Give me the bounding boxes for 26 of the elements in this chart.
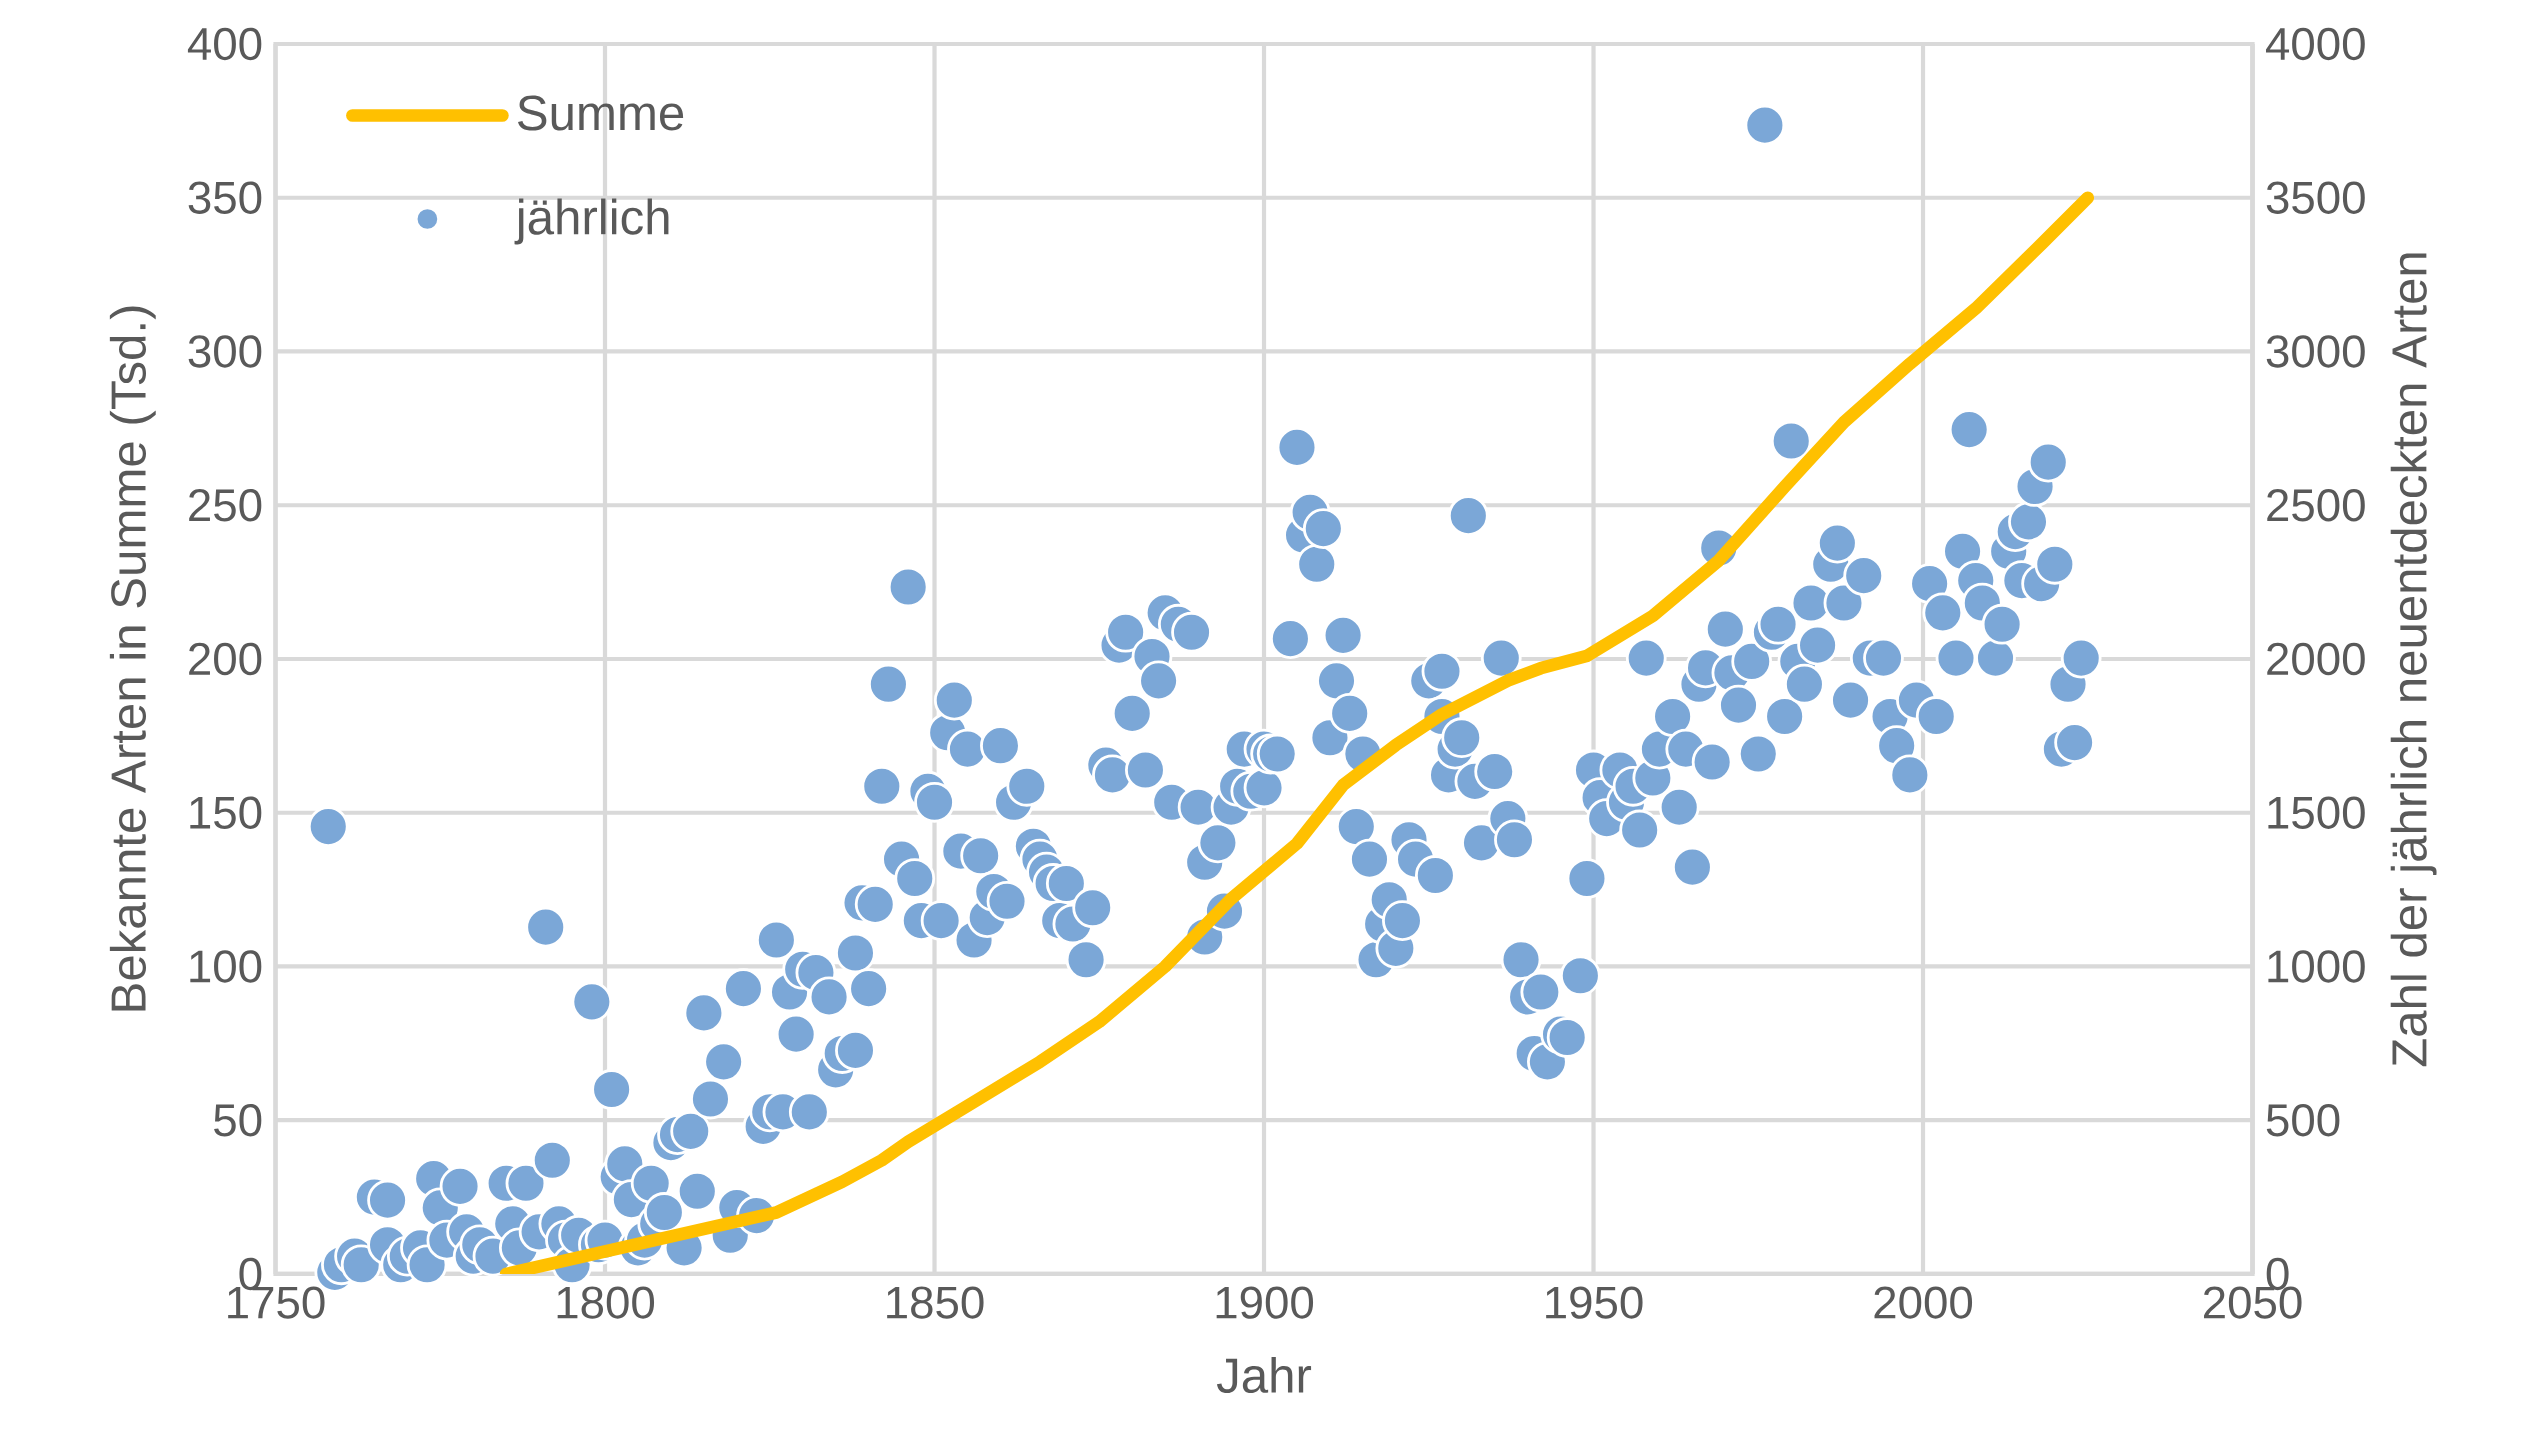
y2-tick-label: 2000: [2267, 642, 2365, 676]
y2-tick-label: 2500: [2267, 489, 2365, 522]
x-tick-label: 2000: [1874, 1286, 1973, 1319]
y2-axis-title: Zahl der jährlich neuentdeckten Arten: [2390, 253, 2437, 1067]
y-tick-label: 400: [187, 27, 262, 61]
x-tick-label: 1950: [1546, 1286, 1643, 1319]
x-axis-title: Jahr: [1216, 1356, 1312, 1394]
x-tick-label: 1800: [557, 1286, 655, 1319]
y-tick-label: 100: [190, 950, 262, 983]
y-tick-label: 200: [189, 642, 262, 676]
y2-tick-label: 3000: [2266, 335, 2365, 368]
y-tick-label: 250: [189, 489, 262, 522]
y2-tick-label: 3500: [2266, 181, 2365, 214]
y2-tick-label: 4000: [2265, 27, 2365, 61]
x-tick-label: 1850: [887, 1286, 984, 1319]
y2-tick-label: 500: [2266, 1104, 2340, 1137]
y-tick-label: 350: [188, 181, 262, 214]
y-tick-label: 300: [188, 335, 262, 368]
y-tick-label: 150: [190, 796, 262, 829]
x-tick-label: 1900: [1216, 1286, 1314, 1319]
y-axis-title: Bekannte Arten in Summe (Tsd.): [109, 306, 156, 1011]
y2-tick-label: 1500: [2268, 796, 2365, 829]
legend-label: jährlich: [514, 198, 669, 245]
y2-tick-label: 1000: [2268, 950, 2365, 983]
legend-label: Summe: [518, 95, 684, 131]
y-tick-label: 50: [214, 1104, 262, 1137]
